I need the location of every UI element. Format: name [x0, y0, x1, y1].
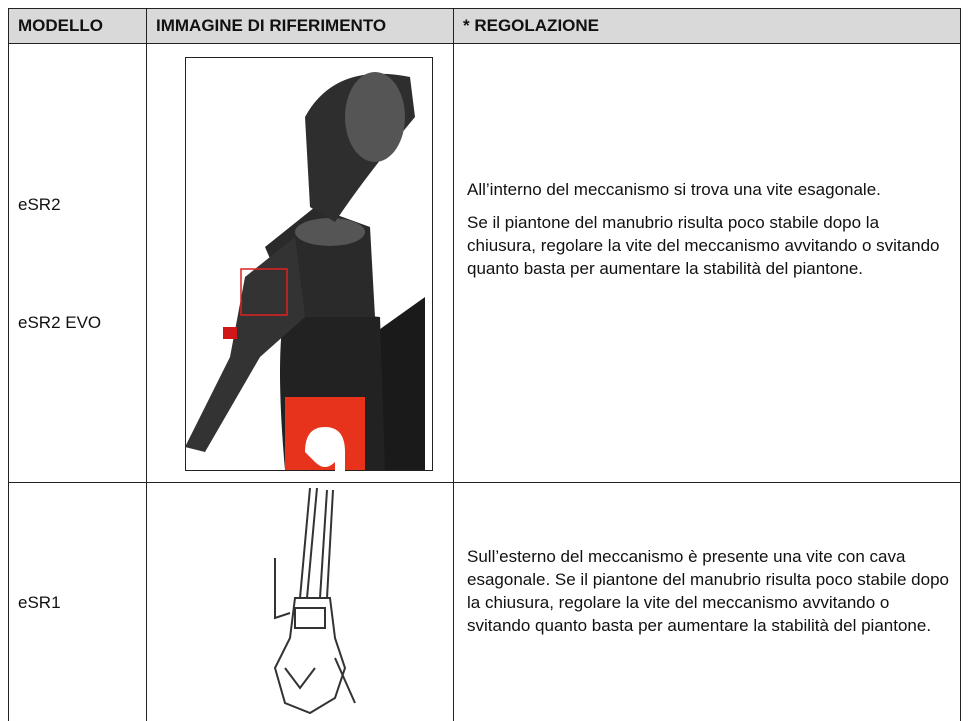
reference-drawing	[273, 488, 356, 715]
model-name: eSR2	[18, 195, 61, 214]
reference-photo	[185, 57, 433, 471]
border	[8, 43, 961, 44]
paragraph: Sull’esterno del meccanismo è presente u…	[467, 547, 949, 635]
border	[453, 8, 454, 721]
border	[8, 8, 961, 9]
model-name: eSR1	[18, 593, 61, 612]
border	[960, 8, 961, 721]
border	[146, 8, 147, 721]
description: Sull’esterno del meccanismo è presente u…	[467, 545, 952, 637]
header-cell: IMMAGINE DI RIFERIMENTO	[146, 8, 453, 43]
description: All’interno del meccanismo si trova una …	[467, 178, 952, 280]
model-name: eSR2 EVO	[18, 313, 102, 332]
paragraph: Se il piantone del manubrio risulta poco…	[467, 213, 940, 278]
paragraph: All’interno del meccanismo si trova una …	[467, 180, 881, 199]
border	[8, 482, 961, 483]
header-cell: * REGOLAZIONE	[453, 8, 960, 43]
border	[8, 8, 9, 721]
header-cell: MODELLO	[8, 8, 146, 43]
